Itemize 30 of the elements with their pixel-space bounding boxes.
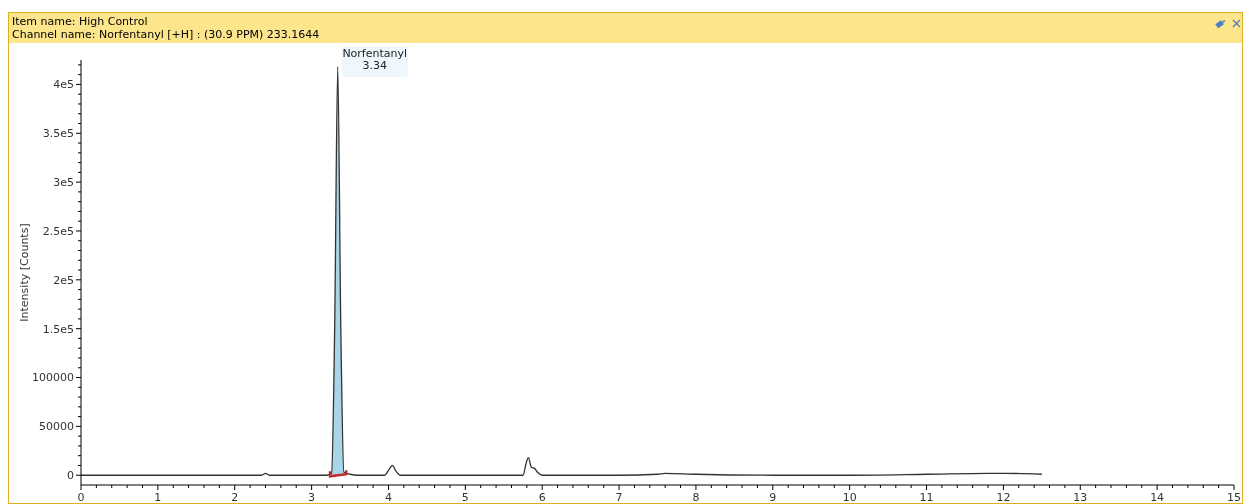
x-tick-label: 12 (996, 491, 1011, 504)
chart-title: Item name: High Control (12, 15, 148, 28)
x-tick-label: 15 (1227, 491, 1241, 504)
x-tick-label: 7 (615, 491, 623, 504)
x-tick-label: 11 (919, 491, 934, 504)
y-tick-label: 0 (67, 469, 74, 483)
x-tick-label: 14 (1150, 491, 1165, 504)
x-tick-label: 0 (77, 491, 85, 504)
x-tick-label: 3 (308, 491, 316, 504)
x-tick-label: 8 (692, 491, 700, 504)
y-tick-label: 2.5e5 (42, 224, 74, 238)
x-tick-label: 10 (842, 491, 857, 504)
y-tick-label: 3e5 (53, 175, 74, 189)
x-tick-label: 9 (769, 491, 777, 504)
annotation: 3.34 (362, 58, 387, 72)
y-tick-label: 2e5 (53, 273, 74, 287)
y-axis-title: Intensity [Counts] (18, 223, 31, 322)
x-tick-label: 1 (154, 491, 162, 504)
y-tick-label: 1.5e5 (42, 322, 74, 336)
annotation: Norfentanyl (342, 46, 408, 60)
x-tick-label: 2 (231, 491, 239, 504)
y-tick-label: 50000 (39, 420, 74, 434)
x-tick-label: 6 (538, 491, 546, 504)
y-tick-label: 100000 (32, 371, 74, 385)
x-tick-label: 5 (461, 491, 469, 504)
x-tick-label: 13 (1073, 491, 1088, 504)
y-tick-label: 3.5e5 (42, 127, 74, 141)
x-tick-label: 4 (384, 491, 392, 504)
y-tick-label: 4e5 (53, 78, 74, 92)
chart-subtitle: Channel name: Norfentanyl [+H] : (30.9 PPM) 233.1644 (12, 28, 320, 41)
